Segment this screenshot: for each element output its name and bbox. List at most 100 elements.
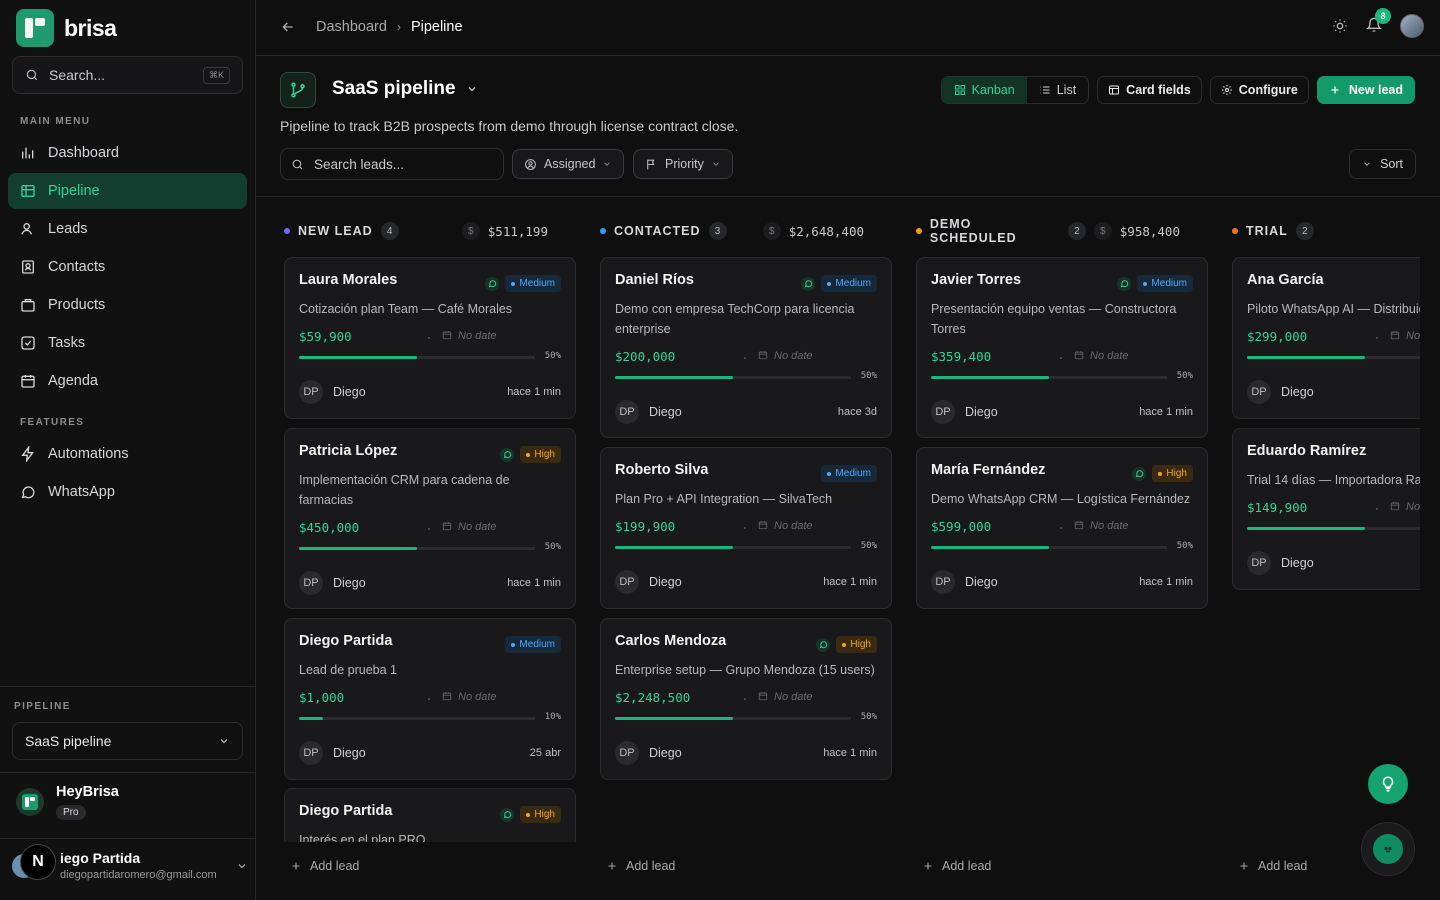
sidebar-search-label: Search... — [49, 67, 106, 83]
lead-footer: DP Diego hace 1 min — [931, 395, 1193, 443]
org-name: HeyBrisa — [56, 784, 119, 800]
dollar-icon: $ — [1093, 222, 1112, 240]
gear-icon — [1221, 85, 1232, 95]
card-fields-button[interactable]: Card fields — [1097, 76, 1202, 104]
lead-meta: $599,000 No date — [931, 517, 1193, 535]
add-lead-label: Add lead — [942, 859, 992, 873]
sidebar-item-products[interactable]: Products — [8, 287, 247, 323]
products-icon — [21, 299, 35, 312]
lead-card[interactable]: Javier Torres Medium Presentación equipo v… — [916, 257, 1208, 438]
sidebar-item-label: Dashboard — [48, 145, 119, 161]
ai-assistant-button[interactable] — [1368, 764, 1408, 804]
lead-meta: $199,900 No date — [615, 517, 877, 535]
pipeline-column: DEMO SCHEDULED 2 $ $958,400 Javier Torres Med… — [888, 197, 1208, 900]
avatar[interactable] — [1400, 14, 1424, 38]
lead-tags: Medium — [1117, 275, 1193, 292]
sidebar-item-label: WhatsApp — [48, 484, 115, 500]
view-kanban-button[interactable]: Kanban — [941, 77, 1027, 103]
lead-card[interactable]: Diego Partida Medium Lead de prueba 1 $1,00… — [284, 618, 576, 780]
priority-badge: High — [520, 806, 561, 823]
pipeline-column: TRIAL 2 Ana García Piloto WhatsApp AI — Dis… — [1204, 197, 1420, 900]
lead-name: Roberto Silva — [615, 462, 709, 478]
org-switcher[interactable]: HeyBrisa Pro — [16, 784, 119, 820]
lead-card[interactable]: Carlos Mendoza High Enterprise setup — Gru… — [600, 618, 892, 780]
sidebar-item-dashboard[interactable]: Dashboard — [8, 135, 247, 171]
chat-widget-button[interactable] — [1361, 822, 1415, 876]
sidebar-item-label: Products — [48, 297, 106, 313]
assigned-filter[interactable]: Assigned — [512, 149, 625, 179]
sidebar-item-tasks[interactable]: Tasks — [8, 325, 247, 361]
sidebar-item-pipeline[interactable]: Pipeline — [8, 173, 247, 209]
assigned-filter-label: Assigned — [544, 157, 596, 171]
sun-icon[interactable] — [1332, 18, 1348, 34]
brand-logo[interactable]: brisa — [16, 9, 117, 47]
user-menu[interactable]: iego Partida diegopartidaromero@gmail.co… — [12, 850, 248, 881]
lead-tags: High — [816, 636, 877, 653]
breadcrumb-dashboard[interactable]: Dashboard — [316, 19, 387, 35]
calendar-icon — [1074, 520, 1084, 533]
pipeline-select-value: SaaS pipeline — [25, 733, 112, 749]
pipeline-select[interactable]: SaaS pipeline — [12, 722, 243, 760]
whatsapp-icon — [500, 447, 515, 462]
lead-card[interactable]: Eduardo Ramírez Trial 14 días — Importado… — [1232, 428, 1420, 590]
lead-date: No date — [428, 521, 497, 534]
sidebar-divider — [0, 838, 256, 839]
column-title: CONTACTED — [614, 224, 701, 238]
sidebar-item-contacts[interactable]: Contacts — [8, 249, 247, 285]
stage-dot — [1232, 228, 1238, 234]
column-total-value: $958,400 — [1119, 223, 1180, 239]
page-title[interactable]: SaaS pipeline — [332, 78, 478, 100]
add-lead-button[interactable]: Add lead — [290, 859, 359, 873]
lead-card[interactable]: Diego Partida High Interés en el plan PRO — [284, 788, 576, 842]
lead-meta: $450,000 No date — [299, 518, 561, 536]
lead-progress: 50% — [615, 371, 877, 383]
dev-tools-badge[interactable]: N — [20, 844, 56, 880]
lead-date-label: No date — [1090, 520, 1129, 532]
lead-card[interactable]: Patricia López High Implementación CRM par… — [284, 428, 576, 609]
whatsapp-icon — [1117, 276, 1132, 291]
tasks-icon — [21, 336, 35, 350]
priority-filter[interactable]: Priority — [633, 149, 733, 179]
configure-button[interactable]: Configure — [1209, 76, 1309, 104]
toolbar: Kanban List Card fields Configure New le… — [940, 76, 1415, 104]
lead-progress — [1247, 353, 1420, 363]
lead-card[interactable]: Roberto Silva Medium Plan Pro + API Integr… — [600, 447, 892, 609]
sidebar-search[interactable]: Search... ⌘K — [12, 56, 243, 94]
dashboard-icon — [22, 147, 34, 159]
lead-card[interactable]: Daniel Ríos Medium Demo con empresa TechCo… — [600, 257, 892, 438]
priority-label: High — [534, 809, 555, 820]
lead-date-label: No date — [458, 330, 497, 342]
sort-label: Sort — [1380, 157, 1403, 171]
lead-date: No date — [428, 691, 497, 704]
bell-icon — [1365, 17, 1383, 32]
view-list-button[interactable]: List — [1027, 77, 1088, 103]
calendar-icon — [758, 691, 768, 704]
sidebar-item-whatsapp[interactable]: WhatsApp — [8, 474, 247, 510]
leads-search-input[interactable]: Search leads... — [280, 148, 504, 180]
sidebar-item-label: Contacts — [48, 259, 106, 275]
lead-card[interactable]: María Fernández High Demo WhatsApp CRM — L… — [916, 447, 1208, 609]
owner-name: Diego — [965, 405, 998, 419]
lead-date-label: No — [1406, 330, 1420, 342]
priority-label: Medium — [1151, 278, 1187, 289]
configure-label: Configure — [1238, 83, 1298, 97]
stage-dot — [600, 228, 606, 234]
lead-description: Interés en el plan PRO — [299, 833, 426, 842]
sidebar-item-agenda[interactable]: Agenda — [8, 363, 247, 399]
add-lead-button[interactable]: Add lead — [606, 859, 675, 873]
sidebar-item-leads[interactable]: Leads — [8, 211, 247, 247]
lead-card[interactable]: Laura Morales Medium Cotización plan Team … — [284, 257, 576, 419]
add-lead-button[interactable]: Add lead — [1238, 859, 1307, 873]
new-lead-button[interactable]: New lead — [1316, 76, 1415, 104]
plus-icon — [1240, 862, 1248, 870]
lead-card[interactable]: Ana García Piloto WhatsApp AI — Distribui… — [1232, 257, 1420, 419]
topbar-actions: 8 — [1332, 7, 1424, 38]
progress-fill — [615, 546, 733, 549]
sort-button[interactable]: Sort — [1349, 149, 1416, 179]
add-lead-button[interactable]: Add lead — [922, 859, 991, 873]
lead-tags: Medium — [485, 275, 561, 292]
back-arrow-icon[interactable] — [280, 19, 296, 35]
sidebar-item-automations[interactable]: Automations — [8, 436, 247, 472]
calendar-icon — [442, 521, 452, 534]
notifications-button[interactable]: 8 — [1365, 7, 1391, 36]
